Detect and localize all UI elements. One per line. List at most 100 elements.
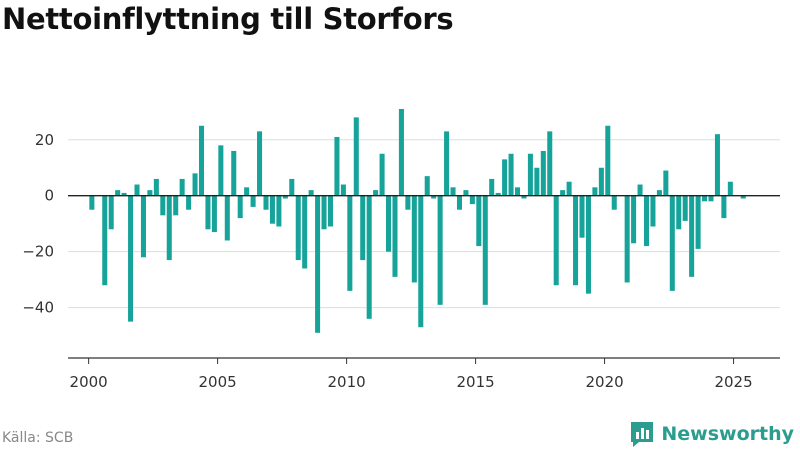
bar: [663, 170, 669, 196]
bar: [366, 195, 372, 319]
bar: [476, 195, 482, 247]
bar: [173, 195, 179, 216]
bar: [540, 150, 546, 196]
bar: [637, 184, 643, 196]
bar: [631, 195, 637, 244]
bar: [431, 195, 437, 199]
bar: [108, 195, 114, 230]
bar: [198, 125, 205, 196]
bar: [321, 195, 327, 230]
bar: [289, 178, 295, 196]
bar: [708, 195, 714, 202]
bar: [405, 195, 411, 210]
bar: [560, 190, 566, 196]
bar: [160, 195, 166, 216]
bar: [592, 187, 598, 196]
bar: [456, 195, 462, 210]
bar: [547, 131, 553, 196]
bar: [263, 195, 269, 210]
bar: [585, 195, 591, 294]
bar: [463, 190, 469, 196]
bar: [398, 108, 404, 196]
y-tick-label: −20: [22, 243, 54, 261]
bar: [102, 195, 108, 286]
y-tick-label: −40: [22, 299, 54, 317]
bar: [379, 153, 385, 196]
bar: [186, 195, 192, 210]
bar: [424, 176, 430, 196]
bar: [140, 195, 146, 258]
bar: [702, 195, 708, 202]
bar: [579, 195, 585, 238]
x-tick-label: 2020: [585, 373, 623, 391]
bar: [624, 195, 630, 283]
bar: [669, 195, 675, 291]
bar: [373, 190, 379, 196]
x-tick-label: 2010: [328, 373, 366, 391]
bar: [650, 195, 656, 227]
x-axis-ticks: 2000 2005 2010 2015 2020 2025: [70, 358, 753, 391]
x-tick-label: 2025: [714, 373, 752, 391]
bar: [121, 192, 127, 196]
bar: [611, 195, 617, 210]
bar: [598, 167, 604, 196]
bar: [231, 150, 237, 196]
bar: [714, 134, 720, 196]
bar: [727, 181, 733, 196]
bar: [257, 131, 263, 196]
bar: [153, 178, 159, 196]
y-tick-label: 20: [35, 131, 54, 149]
bar: [411, 195, 417, 283]
chart-title: Nettoinflyttning till Storfors: [2, 2, 454, 36]
bar: [392, 195, 398, 277]
bar: [521, 195, 527, 199]
bar: [566, 181, 572, 196]
bar: [218, 145, 224, 196]
x-tick-label: 2005: [199, 373, 237, 391]
bar: [179, 178, 185, 196]
bar: [605, 125, 611, 196]
bar: [360, 195, 366, 261]
bar: [450, 187, 456, 196]
bar: [128, 195, 134, 322]
bar: [527, 153, 533, 196]
bar: [347, 195, 353, 291]
bar: [295, 195, 301, 261]
bar: [437, 195, 443, 305]
y-axis-ticks: −40 −20 0 20: [22, 131, 54, 317]
bar: [115, 190, 121, 196]
bar: [643, 195, 650, 247]
x-tick-label: 2000: [70, 373, 108, 391]
bar: [656, 190, 662, 196]
bar: [334, 136, 340, 196]
brand-name: Newsworthy: [661, 423, 794, 445]
bar: [327, 195, 334, 227]
newsworthy-logo-icon: [631, 422, 654, 447]
y-tick-label: 0: [44, 187, 54, 205]
bar: [682, 195, 688, 221]
bar: [192, 173, 198, 196]
bar: [282, 195, 288, 199]
bar: [315, 195, 321, 333]
bar: [237, 195, 243, 219]
bar: [444, 131, 450, 196]
bar: [514, 187, 521, 196]
x-tick-label: 2015: [457, 373, 495, 391]
bar: [224, 195, 230, 241]
source-note: Källa: SCB: [2, 430, 74, 446]
bar: [695, 195, 701, 249]
bar: [573, 195, 579, 286]
bar: [502, 159, 508, 196]
bar: [340, 184, 346, 196]
bar: [508, 153, 514, 196]
bar: [166, 195, 172, 261]
bar: [205, 195, 211, 230]
brand-logo: Newsworthy: [629, 420, 794, 448]
bar: [721, 195, 727, 219]
bar: [250, 195, 256, 207]
bar: [302, 195, 308, 269]
bar: [676, 195, 682, 230]
bar: [386, 195, 392, 252]
bar: [353, 117, 359, 196]
